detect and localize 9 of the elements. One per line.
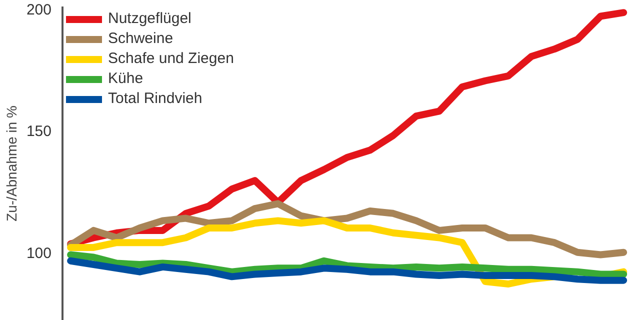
y-tick-label: 100 bbox=[26, 244, 52, 262]
legend-label: Nutzgeflügel bbox=[108, 10, 192, 27]
y-axis-title: Zu-/Abnahme in % bbox=[3, 106, 20, 222]
legend-label: Schweine bbox=[108, 30, 174, 47]
y-tick-label: 200 bbox=[26, 1, 52, 18]
legend-label: Total Rindvieh bbox=[108, 90, 202, 107]
legend-label: Kühe bbox=[108, 70, 144, 87]
legend-label: Schafe und Ziegen bbox=[108, 50, 234, 67]
y-tick-label: 150 bbox=[26, 123, 52, 140]
